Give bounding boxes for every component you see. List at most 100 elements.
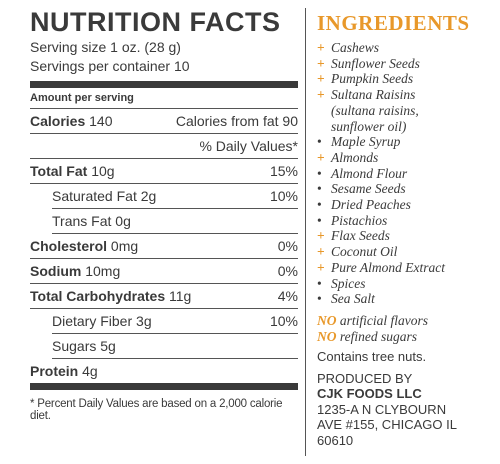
calories-label: Calories bbox=[30, 113, 86, 129]
ingredient: + Coconut Oil bbox=[317, 244, 497, 260]
nutrient-amount: 10mg bbox=[85, 263, 121, 279]
nutrient-label: Dietary Fiber bbox=[52, 313, 133, 329]
producer-name: CJK FOODS LLC bbox=[317, 386, 422, 402]
calories-from-fat: Calories from fat 90 bbox=[175, 113, 298, 129]
nutrient-row: Trans Fat 0g bbox=[52, 209, 298, 234]
nutrient-label: Cholesterol bbox=[30, 238, 108, 254]
claim: NO refined sugars bbox=[317, 329, 497, 345]
ingredient-mark: + bbox=[317, 259, 325, 275]
nutrient-label: Sugars bbox=[52, 338, 97, 354]
nutrient-amount: 2g bbox=[140, 188, 157, 204]
ingredient-name: Sultana Raisins bbox=[331, 87, 416, 103]
nutrient: Protein 4g bbox=[30, 363, 98, 379]
ingredient-mark: • bbox=[317, 181, 322, 197]
ingredient-list: + Cashews + Sunflower Seeds + Pumpkin Seeds + S… bbox=[317, 40, 497, 307]
daily-value: 0% bbox=[277, 263, 298, 279]
nutrient: Sodium 10mg bbox=[30, 263, 120, 279]
ingredient: • Almond Flour bbox=[317, 166, 497, 182]
daily-value: 4% bbox=[277, 288, 298, 304]
nutrient-row: Dietary Fiber 3g 10% bbox=[52, 309, 298, 334]
ingredient: + Almonds bbox=[317, 150, 497, 166]
producer: PRODUCED BY CJK FOODS LLC 1235-A N CLYBO… bbox=[317, 371, 497, 449]
ingredient: + Sultana Raisins (sultana raisins, sunflow… bbox=[317, 87, 497, 134]
ingredient-name: Pistachios bbox=[331, 212, 388, 228]
ingredient-mark: + bbox=[317, 87, 325, 103]
nutrient: Total Fat 10g bbox=[30, 163, 115, 179]
daily-value: 15% bbox=[269, 163, 298, 179]
ingredient: • Sesame Seeds bbox=[317, 181, 497, 197]
nutrient-row: Saturated Fat 2g 10% bbox=[52, 184, 298, 209]
ingredient-detail: (sultana raisins, bbox=[331, 102, 419, 118]
daily-value: 10% bbox=[269, 188, 298, 204]
ingredient-text: Pistachios bbox=[331, 213, 387, 229]
nutrition-panel: NUTRITION FACTS Serving size 1 oz. (28 g… bbox=[30, 6, 298, 422]
ingredient-text: Coconut Oil bbox=[331, 244, 397, 260]
nutrient-row: Sodium 10mg 0% bbox=[30, 259, 298, 284]
ingredient-text: Pure Almond Extract bbox=[331, 260, 445, 276]
ingredient-name: Dried Peaches bbox=[331, 197, 411, 213]
ingredients-title: INGREDIENTS bbox=[317, 11, 470, 35]
ingredient-mark: + bbox=[317, 71, 325, 87]
nutrient-row: Protein 4g bbox=[30, 359, 298, 383]
nutrient-row: Total Carbohydrates 11g 4% bbox=[30, 284, 298, 309]
claim-no: NO bbox=[317, 328, 337, 344]
ingredient: • Sea Salt bbox=[317, 291, 497, 307]
nutrient-label: Sodium bbox=[30, 263, 82, 279]
calories-value: 140 bbox=[89, 113, 113, 129]
nutrient-label: Trans Fat bbox=[52, 213, 112, 229]
claim-no: NO bbox=[317, 312, 337, 328]
nutrient-amount: 3g bbox=[136, 313, 152, 329]
ingredient-name: Pure Almond Extract bbox=[331, 259, 445, 275]
ingredient-text: Dried Peaches bbox=[331, 197, 411, 213]
ingredient-name: Pumpkin Seeds bbox=[331, 71, 414, 87]
ingredient-name: Almonds bbox=[331, 149, 379, 165]
ingredient-text: Almonds bbox=[331, 150, 378, 166]
ingredient-name: Sunflower Seeds bbox=[331, 55, 420, 71]
ingredient-text: Almond Flour bbox=[331, 166, 407, 182]
ingredient: • Dried Peaches bbox=[317, 197, 497, 213]
ingredient-detail: sunflower oil) bbox=[331, 118, 407, 134]
ingredient-text: Sultana Raisins (sultana raisins, sunflowe… bbox=[331, 87, 419, 134]
nutrient-row: Total Fat 10g 15% bbox=[30, 159, 298, 184]
calories-row: Calories 140 Calories from fat 90 bbox=[30, 109, 298, 134]
ingredient-mark: + bbox=[317, 40, 325, 55]
ingredient: + Pure Almond Extract bbox=[317, 260, 497, 276]
nutrient: Dietary Fiber 3g bbox=[52, 313, 152, 329]
serving-size: Serving size 1 oz. (28 g) bbox=[30, 39, 181, 55]
nutrient-row: Sugars 5g bbox=[52, 334, 298, 359]
ingredient: • Maple Syrup bbox=[317, 134, 497, 150]
ingredient-text: Spices bbox=[331, 276, 366, 292]
address-line: 60610 bbox=[317, 432, 354, 448]
nutrient-label: Total Fat bbox=[30, 163, 88, 179]
nutrient-amount: 10g bbox=[91, 163, 115, 179]
footnote: * Percent Daily Values are based on a 2,… bbox=[30, 398, 283, 422]
ingredient: + Flax Seeds bbox=[317, 228, 497, 244]
ingredient-text: Sunflower Seeds bbox=[331, 56, 420, 72]
nutrient: Sugars 5g bbox=[52, 338, 116, 354]
ingredient-name: Flax Seeds bbox=[331, 228, 390, 244]
nutrient: Cholesterol 0mg bbox=[30, 238, 138, 254]
ingredient-mark: + bbox=[317, 244, 325, 260]
ingredient-name: Cashews bbox=[331, 40, 380, 55]
nutrient-label: Saturated Fat bbox=[52, 188, 137, 204]
producer-heading: PRODUCED BY bbox=[317, 370, 413, 386]
ingredient-name: Sea Salt bbox=[331, 291, 375, 307]
claim-text: artificial flavors bbox=[339, 312, 429, 328]
nutrient: Trans Fat 0g bbox=[52, 213, 131, 229]
nutrient-label: Protein bbox=[30, 363, 79, 379]
address: 1235-A N CLYBOURN AVE #155, CHICAGO IL 606… bbox=[317, 402, 497, 449]
ingredients-panel: INGREDIENTS + Cashews + Sunflower Seeds + Pum… bbox=[317, 10, 497, 448]
address-line: 1235-A N CLYBOURN bbox=[317, 401, 447, 417]
nutrient-amount: 0g bbox=[115, 213, 131, 229]
dv-header: % Daily Values* bbox=[199, 138, 298, 154]
nutrition-title: NUTRITION FACTS bbox=[30, 7, 281, 37]
nutrient: Saturated Fat 2g bbox=[52, 188, 156, 204]
ingredient: + Cashews bbox=[317, 40, 497, 56]
ingredient: • Spices bbox=[317, 276, 497, 292]
ingredient-name: Almond Flour bbox=[331, 165, 408, 181]
ingredient-mark: • bbox=[317, 165, 322, 181]
daily-value: 0% bbox=[277, 238, 298, 254]
thick-rule bbox=[30, 81, 298, 88]
nutrient-amount: 11g bbox=[169, 288, 192, 304]
